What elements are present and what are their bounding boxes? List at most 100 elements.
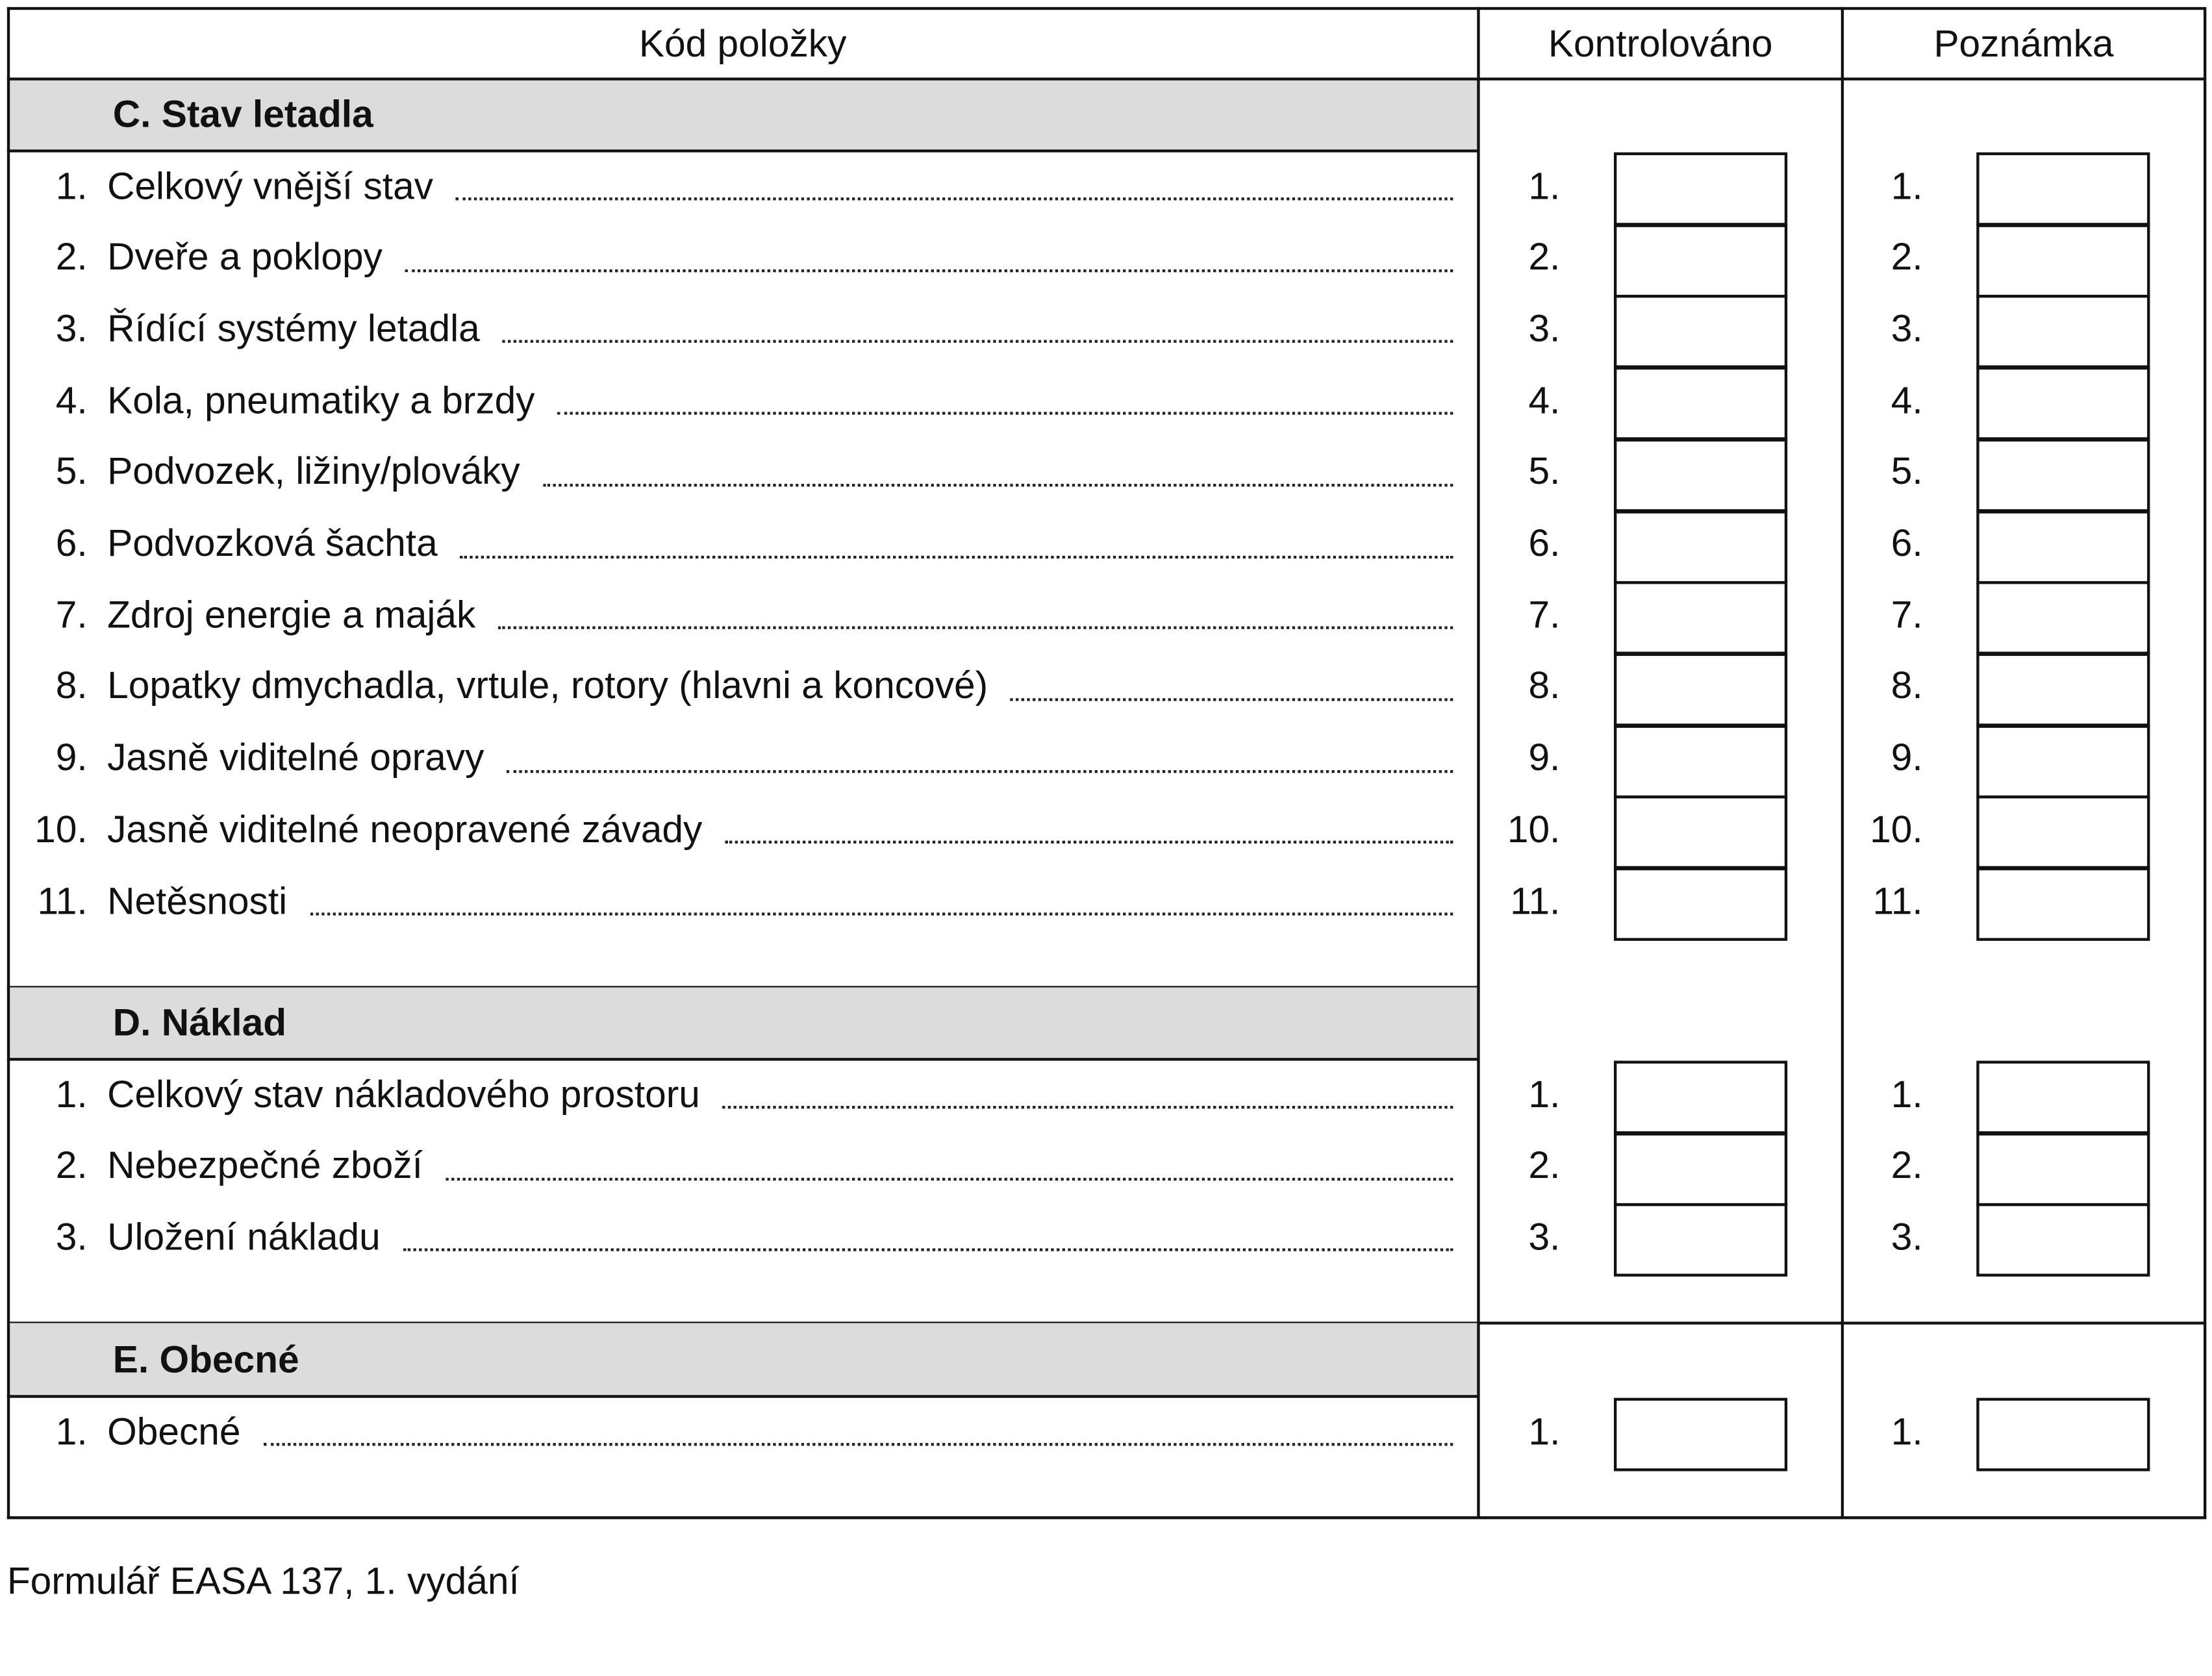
checked-number: 1. [1528, 1410, 1561, 1453]
checked-box[interactable] [1613, 366, 1788, 440]
note-box[interactable] [1976, 223, 2150, 297]
section-title: C. Stav letadla [112, 93, 373, 136]
note-box[interactable] [1976, 1060, 2150, 1134]
note-box[interactable] [1976, 1397, 2150, 1471]
note-number: 1. [1891, 164, 1923, 207]
note-box[interactable] [1976, 510, 2150, 584]
checked-box[interactable] [1613, 653, 1788, 727]
item-label: Podvozek, ližiny/plováky [107, 450, 520, 493]
item-number: 1. [55, 1410, 88, 1453]
checklist-row: 2. Nebezpečné zboží [7, 1131, 1453, 1201]
note-box[interactable] [1976, 795, 2150, 869]
table-rule [1841, 6, 1844, 1520]
checked-number: 3. [1528, 1216, 1561, 1258]
section-header-band [6, 1323, 1479, 1397]
note-number: 8. [1891, 664, 1923, 708]
checked-number: 7. [1528, 593, 1561, 636]
note-box[interactable] [1976, 366, 2150, 440]
item-number: 2. [55, 1144, 88, 1187]
checked-number: 9. [1528, 736, 1561, 779]
checked-box[interactable] [1613, 724, 1788, 798]
checked-box[interactable] [1613, 1132, 1788, 1206]
checked-box[interactable] [1613, 1060, 1788, 1134]
dot-leader [460, 555, 1453, 558]
note-box[interactable] [1976, 653, 2150, 727]
checked-box[interactable] [1613, 581, 1788, 655]
item-label: Nebezpečné zboží [107, 1144, 423, 1187]
checklist-row: 4. Kola, pneumatiky a brzdy [7, 366, 1453, 436]
note-number: 1. [1891, 1410, 1923, 1453]
checked-number: 2. [1528, 1144, 1561, 1187]
dot-leader [722, 1106, 1453, 1109]
item-label: Zdroj energie a maják [107, 593, 476, 636]
checked-number: 10. [1507, 808, 1561, 851]
item-label: Podvozková šachta [107, 521, 438, 564]
note-box[interactable] [1976, 295, 2150, 369]
note-number: 1. [1891, 1072, 1923, 1116]
dot-leader [542, 483, 1453, 486]
note-box[interactable] [1976, 152, 2150, 226]
note-box[interactable] [1976, 724, 2150, 798]
item-label: Obecné [107, 1410, 241, 1453]
checked-box[interactable] [1613, 510, 1788, 584]
item-number: 10. [34, 808, 88, 851]
item-number: 7. [55, 593, 88, 636]
note-number: 3. [1891, 307, 1923, 350]
item-label: Dveře a poklopy [107, 236, 383, 279]
checked-box[interactable] [1613, 295, 1788, 369]
checked-box[interactable] [1613, 1397, 1788, 1471]
header-note: Poznámka [1933, 21, 2114, 64]
item-label: Řídící systémy letadla [107, 307, 480, 350]
checked-box[interactable] [1613, 1203, 1788, 1277]
checked-number: 8. [1528, 664, 1561, 708]
section-title: D. Náklad [112, 1001, 287, 1044]
section-title: E. Obecné [112, 1338, 299, 1381]
dot-leader [405, 269, 1453, 272]
item-label: Kola, pneumatiky a brzdy [107, 379, 535, 421]
checklist-row: 10. Jasně viditelné neopravené závady [7, 795, 1453, 866]
note-box[interactable] [1976, 867, 2150, 941]
checked-box[interactable] [1613, 152, 1788, 226]
checked-box[interactable] [1613, 795, 1788, 869]
checked-box[interactable] [1613, 867, 1788, 941]
note-number: 9. [1891, 736, 1923, 779]
checklist-row: 1. Obecné [7, 1396, 1453, 1467]
item-number: 8. [55, 664, 88, 708]
dot-leader [725, 841, 1453, 844]
note-number: 11. [1872, 879, 1923, 922]
item-number: 11. [37, 879, 88, 922]
note-box[interactable] [1976, 1203, 2150, 1277]
checked-box[interactable] [1613, 438, 1788, 512]
dot-leader [445, 1177, 1453, 1181]
item-label: Uložení nákladu [107, 1216, 381, 1258]
item-number: 5. [55, 450, 88, 493]
checklist-row: 6. Podvozková šachta [7, 508, 1453, 579]
item-number: 1. [55, 1072, 88, 1116]
checked-number: 5. [1528, 450, 1561, 493]
note-number: 2. [1891, 236, 1923, 279]
note-number: 6. [1891, 521, 1923, 564]
item-number: 6. [55, 521, 88, 564]
checklist-row: 2. Dveře a poklopy [7, 223, 1453, 294]
dot-leader [1010, 698, 1453, 701]
item-number: 9. [55, 736, 88, 779]
note-box[interactable] [1976, 438, 2150, 512]
note-box[interactable] [1976, 581, 2150, 655]
note-number: 3. [1891, 1216, 1923, 1258]
item-label: Jasně viditelné opravy [107, 736, 484, 779]
checklist-row: 5. Podvozek, ližiny/plováky [7, 437, 1453, 508]
form-footer: Formulář EASA 137, 1. vydání [6, 1560, 520, 1603]
note-box[interactable] [1976, 1132, 2150, 1206]
checklist-row: 1. Celkový stav nákladového prostoru [7, 1059, 1453, 1130]
dot-leader [263, 1443, 1453, 1446]
checked-number: 4. [1528, 379, 1561, 421]
checklist-row: 8. Lopatky dmychadla, vrtule, rotory (hla… [7, 651, 1453, 722]
item-number: 3. [55, 1216, 88, 1258]
item-label: Celkový stav nákladového prostoru [107, 1072, 700, 1116]
checked-number: 1. [1528, 164, 1561, 207]
dot-leader [403, 1249, 1453, 1252]
checked-box[interactable] [1613, 223, 1788, 297]
dot-leader [498, 626, 1453, 630]
note-number: 10. [1870, 808, 1923, 851]
